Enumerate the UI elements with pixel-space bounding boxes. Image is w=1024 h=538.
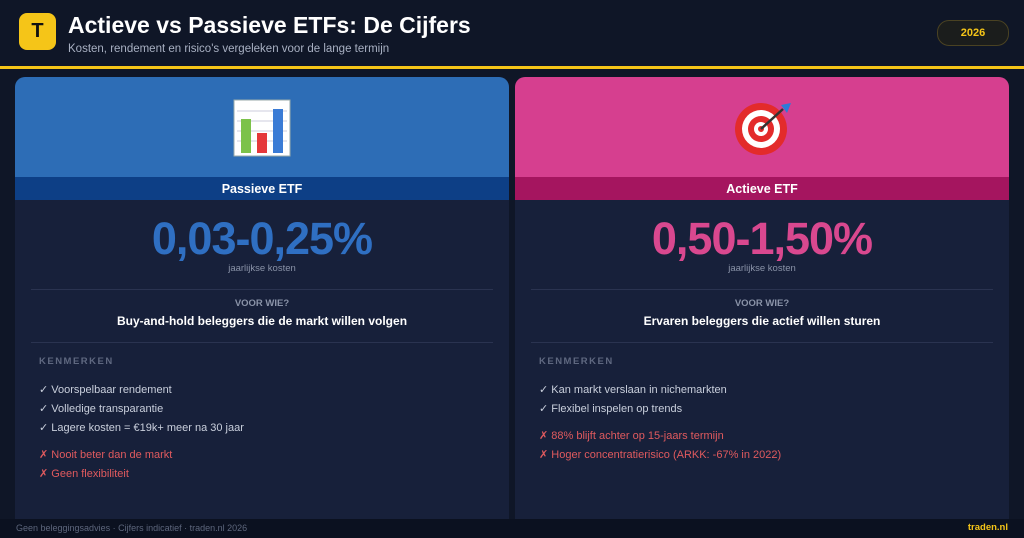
dart-flight bbox=[781, 103, 791, 113]
audience-heading: VOOR WIE? bbox=[734, 298, 790, 309]
dart bbox=[760, 108, 784, 130]
subtitle: Kosten, rendement en risico's vergeleken… bbox=[68, 43, 390, 55]
cost-label: jaarlijkse kosten bbox=[228, 263, 296, 274]
cost-label: jaarlijkse kosten bbox=[728, 263, 796, 274]
target-icon bbox=[735, 103, 791, 155]
card: Passieve ETF 0,03-0,25% jaarlijkse kosten… bbox=[15, 77, 509, 519]
con-item: ✗ Hoger concentratierisico (ARKK: -67% i… bbox=[539, 449, 782, 461]
year-badge: 2026 bbox=[937, 20, 1009, 46]
pro-item: ✓ Flexibel inspelen op trends bbox=[539, 403, 683, 415]
title: Actieve vs Passieve ETFs: De Cijfers bbox=[68, 12, 471, 38]
audience: Ervaren beleggers die actief willen stur… bbox=[643, 314, 881, 328]
logo: T bbox=[19, 13, 56, 50]
header-rule bbox=[0, 66, 1024, 69]
con-item: ✗ 88% blijft achter op 15-jaars termijn bbox=[539, 430, 724, 442]
pro-item: ✓ Volledige transparantie bbox=[39, 403, 164, 415]
cost: 0,50-1,50% bbox=[651, 213, 873, 264]
footer bbox=[0, 519, 1024, 538]
audience-heading: VOOR WIE? bbox=[234, 298, 290, 309]
icon-bar bbox=[273, 109, 283, 153]
disclaimer: Geen beleggingsadvies · Cijfers indicati… bbox=[16, 523, 248, 533]
con-item: ✗ Geen flexibiliteit bbox=[39, 468, 129, 480]
con-item: ✗ Nooit beter dan de markt bbox=[39, 449, 173, 461]
features-heading: KENMERKEN bbox=[539, 356, 614, 367]
divider bbox=[531, 289, 993, 290]
divider bbox=[31, 342, 493, 343]
icon-bar bbox=[241, 119, 251, 153]
card: Actieve ETF 0,50-1,50% jaarlijkse kosten V… bbox=[515, 77, 1009, 519]
card-band: Passieve ETF bbox=[15, 177, 509, 200]
divider bbox=[531, 342, 993, 343]
pro-item: ✓ Lagere kosten = €19k+ meer na 30 jaar bbox=[39, 422, 244, 434]
card-band: Actieve ETF bbox=[515, 177, 1009, 200]
site: traden.nl bbox=[967, 522, 1008, 533]
icon-bar bbox=[257, 133, 267, 153]
divider bbox=[31, 289, 493, 290]
features-heading: KENMERKEN bbox=[39, 356, 114, 367]
cost: 0,03-0,25% bbox=[151, 213, 373, 264]
bar-icon bbox=[233, 99, 291, 157]
audience: Buy-and-hold beleggers die de markt will… bbox=[116, 314, 408, 328]
pro-item: ✓ Kan markt verslaan in nichemarkten bbox=[539, 384, 727, 396]
pro-item: ✓ Voorspelbaar rendement bbox=[39, 384, 172, 396]
